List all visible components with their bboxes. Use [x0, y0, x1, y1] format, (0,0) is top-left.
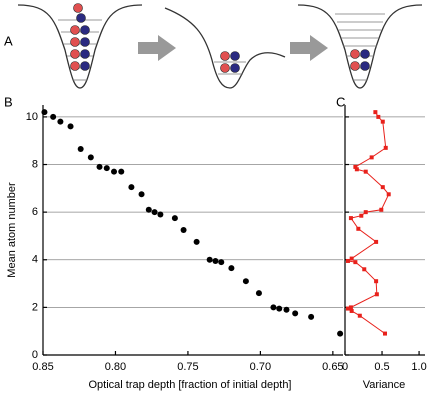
energy-levels	[214, 61, 246, 75]
trap-well	[17, 4, 143, 89]
data-point	[292, 310, 299, 317]
data-point	[96, 163, 103, 170]
y-tick-label: 4	[32, 254, 38, 266]
data-point	[218, 259, 225, 266]
data-point	[157, 211, 164, 218]
data-point	[276, 305, 283, 312]
y-tick-label: 0	[32, 349, 38, 361]
data-point	[348, 305, 353, 310]
data-point	[383, 331, 387, 336]
x-tick-label: 0.70	[250, 361, 271, 373]
data-point	[374, 239, 379, 244]
data-point	[206, 256, 213, 263]
data-point	[374, 292, 379, 297]
energy-levels	[335, 13, 385, 81]
panel-label: C	[336, 94, 345, 109]
x-tick-label: 0.85	[32, 361, 53, 373]
data-point	[359, 213, 364, 218]
x-tick-label: 0.65	[322, 361, 343, 373]
data-point	[77, 146, 84, 153]
data-point	[151, 209, 158, 216]
data-point	[379, 207, 384, 212]
data-point	[242, 278, 249, 285]
data-point	[103, 165, 110, 172]
data-point	[337, 330, 344, 337]
y-tick-label: 10	[26, 111, 38, 123]
y-tick-label: 8	[32, 158, 38, 170]
x-tick-label: 0	[342, 361, 348, 373]
data-point	[87, 154, 94, 161]
data-point	[67, 123, 74, 130]
x-tick-label: 1.0	[411, 361, 426, 373]
x-axis-label: Optical trap depth [fraction of initial …	[88, 379, 291, 391]
data-point	[376, 114, 381, 119]
data-point	[193, 238, 200, 245]
data-point	[354, 167, 359, 172]
data-point	[383, 145, 388, 150]
data-point	[41, 109, 48, 116]
data-point	[357, 313, 362, 318]
data-point	[345, 258, 350, 263]
x-tick-label: 0.80	[105, 361, 126, 373]
y-tick-label: 6	[32, 206, 38, 218]
arrow	[290, 35, 328, 61]
data-point	[128, 184, 135, 191]
data-point	[138, 191, 145, 198]
y-axis-label: Mean atom number	[6, 182, 18, 278]
data-point	[57, 118, 64, 125]
data-point	[363, 210, 368, 215]
x-tick-label: 0.75	[177, 361, 198, 373]
data-point	[380, 185, 385, 190]
data-point	[255, 290, 262, 297]
data-point	[308, 313, 315, 320]
data-point	[349, 256, 354, 261]
arrow	[138, 35, 176, 61]
data-point	[353, 260, 358, 265]
x-axis-label: Variance	[363, 379, 406, 391]
data-point	[348, 216, 353, 221]
data-point	[118, 168, 125, 175]
data-point	[356, 226, 361, 231]
data-point	[171, 215, 178, 222]
trap-well	[297, 4, 423, 89]
data-point	[111, 168, 118, 175]
data-point	[373, 110, 378, 115]
y-tick-label: 2	[32, 301, 38, 313]
data-point	[180, 227, 187, 233]
panel-label: B	[4, 94, 13, 109]
x-tick-label: 0.5	[374, 361, 389, 373]
panel-label: A	[4, 33, 13, 48]
data-point	[50, 113, 57, 120]
data-point	[212, 257, 219, 264]
data-point	[374, 279, 379, 284]
data-point	[270, 304, 277, 311]
data-point	[283, 306, 290, 313]
data-point	[345, 306, 350, 311]
data-line	[346, 111, 390, 334]
data-point	[145, 206, 152, 213]
data-point	[349, 308, 354, 313]
data-point	[353, 164, 358, 169]
data-point	[369, 155, 374, 160]
atoms	[70, 3, 370, 73]
data-point	[386, 192, 391, 197]
data-point	[228, 265, 235, 272]
data-point	[362, 267, 367, 272]
data-point	[363, 169, 368, 174]
tilted-well	[164, 7, 286, 89]
data-point	[380, 119, 385, 124]
